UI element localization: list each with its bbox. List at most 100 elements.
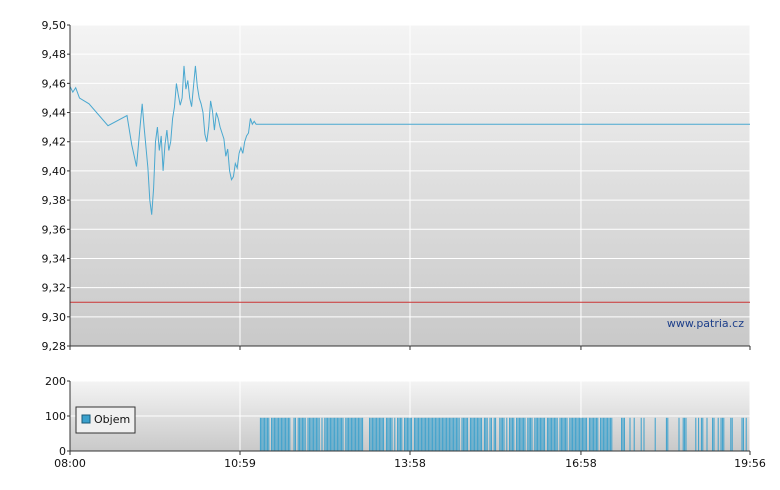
price-y-tick-label: 9,48 [42,48,67,61]
volume-bar [712,417,714,452]
volume-bar [601,417,603,452]
volume-bar [483,417,485,452]
volume-bar [570,417,572,452]
volume-bar [415,417,417,452]
volume-bar [310,417,312,452]
volume-bar [633,417,635,452]
volume-bar [328,417,330,452]
volume-bar [418,417,420,452]
volume-bar [287,417,289,452]
volume-bar [503,417,505,452]
volume-bar [698,417,700,452]
volume-bar [440,417,442,452]
volume-bar [530,417,532,452]
legend-label: Objem [94,413,130,426]
volume-bar [282,417,284,452]
volume-bar [272,417,274,452]
volume-bar [345,417,347,452]
volume-bar [563,417,565,452]
volume-bar [461,417,463,452]
volume-bar [609,417,611,452]
volume-bar [588,417,590,452]
volume-bar [566,417,568,452]
volume-bar [465,417,467,452]
volume-bar [397,417,399,452]
volume-bar [524,417,526,452]
volume-bar [535,417,537,452]
volume-bar [457,417,459,452]
volume-bar [622,417,624,452]
volume-bar [355,417,357,452]
volume-bar [471,417,473,452]
volume-bar [349,417,351,452]
price-y-tick-label: 9,32 [42,282,67,295]
volume-bar [594,417,596,452]
volume-bar [271,417,273,452]
volume-bar [528,417,530,452]
volume-bar [572,417,574,452]
volume-bar [350,417,352,452]
volume-bar [464,417,466,452]
volume-bar [423,417,425,452]
volume-bar [486,417,488,452]
volume-bar [510,417,512,452]
volume-bar [702,417,704,452]
volume-bar [362,417,364,452]
volume-bar [451,417,453,452]
volume-bar [329,417,331,452]
volume-bar [390,417,392,452]
volume-bar [490,417,492,452]
volume-bar [569,417,571,452]
volume-bar [409,417,411,452]
volume-bar [273,417,275,452]
volume-bar [539,417,541,452]
volume-bar [388,417,390,452]
volume-bar [264,417,266,452]
price-y-tick-label: 9,36 [42,223,67,236]
volume-bar [665,417,667,452]
volume-bar [682,417,684,452]
volume-bar [370,417,372,452]
volume-bar [446,417,448,452]
volume-bar [369,417,371,452]
volume-bar [458,417,460,452]
volume-bar [381,417,383,452]
volume-bar [265,417,267,452]
price-y-tick-label: 9,38 [42,194,67,207]
price-y-tick-label: 9,46 [42,77,67,90]
volume-bar [357,417,359,452]
volume-bar [324,417,326,452]
volume-bar [534,417,536,452]
volume-bar [556,417,558,452]
volume-bar [420,417,422,452]
volume-bar [422,417,424,452]
volume-bar [406,417,408,452]
volume-bar [481,417,483,452]
volume-bar [425,417,427,452]
volume-bar [338,417,340,452]
volume-bar [439,417,441,452]
volume-bar [562,417,564,452]
volume-bar [308,417,310,452]
volume-bar [432,417,434,452]
volume-bar [278,417,280,452]
volume-y-tick-label: 100 [45,410,66,423]
price-y-tick-label: 9,50 [42,19,67,32]
volume-bar [262,417,264,452]
volume-bar [311,417,313,452]
volume-bar [450,417,452,452]
volume-bar [730,417,732,452]
volume-bar [731,417,733,452]
volume-bar [516,417,518,452]
volume-bar [413,417,415,452]
volume-bar [419,417,421,452]
volume-bar [394,417,396,452]
volume-bar [695,417,697,452]
volume-bar [654,417,656,452]
watermark[interactable]: www.patria.cz [667,317,744,330]
volume-legend: Objem [75,406,136,434]
volume-bar [723,417,725,452]
x-tick-label: 10:59 [224,457,256,470]
